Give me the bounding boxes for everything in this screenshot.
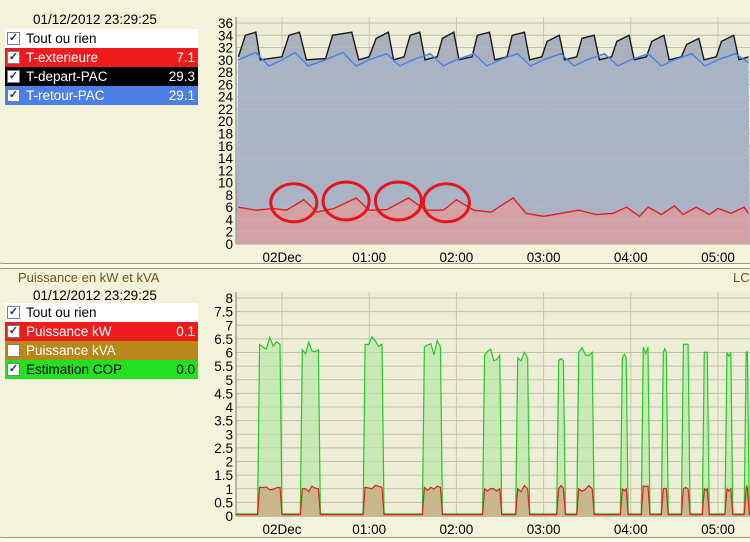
area-t-retour [236,52,750,244]
y-tick-label: 6 [225,346,233,361]
y-tick-label: 7 [225,318,233,333]
legend-item-tout-ou-rien[interactable]: ✓ Tout ou rien [5,29,198,48]
y-tick-label: 32 [218,41,233,56]
x-tick-label: 05:00 [701,250,735,265]
y-tick-label: 30 [218,53,233,68]
y-tick-label: 16 [218,139,233,154]
y-tick-label: 14 [218,151,234,166]
annotation-circle [373,180,423,222]
series-label: Puissance kW [26,324,112,339]
series-label: T-retour-PAC [26,88,105,103]
y-tick-label: 20 [218,114,233,129]
series-value: 29.1 [168,88,195,103]
area-puissance-kw [236,485,750,516]
series-value: 0.1 [176,324,195,339]
series-checkbox[interactable]: ✓ [7,89,20,102]
x-tick-label: 01:00 [352,522,386,537]
x-tick-label: 04:00 [614,522,648,537]
x-tick-label: 02Dec [262,250,301,265]
y-tick-label: 8 [225,291,233,306]
series-checkbox[interactable]: ✓ [7,51,20,64]
y-tick-label: 6.5 [214,332,233,347]
series-label: Estimation COP [26,362,123,377]
legend-item-estimation-cop[interactable]: ✓ Estimation COP 0.0 [5,360,198,379]
y-tick-label: 5 [225,373,233,388]
power-panel-right-label: LC [733,270,750,285]
x-tick-label: 02:00 [440,522,474,537]
y-tick-label: 0 [225,509,233,524]
series-checkbox[interactable]: ✓ [7,70,20,83]
legend-item-t-exterieure[interactable]: ✓ T-exterieure 7.1 [5,48,198,67]
area-t-exterieure [236,197,750,244]
y-tick-label: 1 [225,482,233,497]
y-tick-label: 0.5 [214,495,233,510]
timestamp-bottom: 01/12/2012 23:29:25 [33,288,157,303]
y-tick-label: 10 [218,176,233,191]
y-tick-label: 1.5 [214,468,233,483]
series-value: 7.1 [176,50,195,65]
y-tick-label: 22 [218,102,233,117]
legend-item-tout-ou-rien[interactable]: ✓ Tout ou rien [5,303,198,322]
y-tick-label: 6 [225,200,233,215]
series-checkbox[interactable] [7,344,20,357]
series-checkbox[interactable]: ✓ [7,32,20,45]
x-tick-label: 03:00 [527,522,561,537]
series-line-estimation-cop [236,335,750,515]
area-estimation-cop [236,336,750,516]
y-tick-label: 0 [225,237,233,252]
legend-item-t-depart-pac[interactable]: ✓ T-depart-PAC 29.3 [5,67,198,86]
series-checkbox[interactable]: ✓ [7,306,20,319]
x-tick-label: 02Dec [262,522,301,537]
y-tick-label: 24 [218,90,234,105]
annotation-circle [421,182,471,224]
y-tick-label: 12 [218,163,233,178]
power-panel-title: Puissance en kW et kVA [18,270,160,285]
timestamp-top: 01/12/2012 23:29:25 [33,12,157,27]
y-tick-label: 2 [225,225,233,240]
x-tick-label: 05:00 [701,522,735,537]
x-tick-label: 03:00 [527,250,561,265]
x-tick-label: 01:00 [352,250,386,265]
y-tick-label: 3 [225,427,233,442]
y-tick-label: 28 [218,65,233,80]
x-tick-label: 02:00 [440,250,474,265]
y-tick-label: 7.5 [214,305,233,320]
series-label: Puissance kVA [26,343,116,358]
power-chart: 00.511.522.533.544.555.566.577.58 02Dec 01… [214,291,750,537]
annotation-circle [321,180,371,222]
y-tick-label: 8 [225,188,233,203]
series-value: 29.3 [168,69,195,84]
y-tick-label: 2.5 [214,441,233,456]
y-tick-label: 4 [225,212,233,227]
series-label: T-depart-PAC [26,69,108,84]
y-tick-label: 34 [218,28,234,43]
y-tick-label: 4 [225,400,233,415]
y-tick-label: 26 [218,77,233,92]
y-tick-label: 18 [218,127,233,142]
series-checkbox[interactable]: ✓ [7,363,20,376]
series-label: T-exterieure [26,50,99,65]
legend-item-puissance-kw[interactable]: ✓ Puissance kW 0.1 [5,322,198,341]
series-label: Tout ou rien [26,305,97,320]
annotation-circle [269,182,319,224]
y-tick-label: 36 [218,16,233,31]
y-tick-label: 2 [225,455,233,470]
y-tick-label: 3.5 [214,414,233,429]
legend-item-puissance-kva[interactable]: Puissance kVA [5,341,198,360]
legend-item-t-retour-pac[interactable]: ✓ T-retour-PAC 29.1 [5,86,198,105]
series-line-t-exterieure [238,197,750,218]
legend-power: ✓ Tout ou rien ✓ Puissance kW 0.1 Puissance k… [5,303,198,379]
series-line-puissance-kw [236,484,750,516]
legend-temperature: ✓ Tout ou rien ✓ T-exterieure 7.1 ✓ T-depart-P… [5,29,198,105]
series-checkbox[interactable]: ✓ [7,325,20,338]
series-label: Tout ou rien [26,31,97,46]
y-tick-label: 5.5 [214,359,233,374]
series-line-t-retour-pac [238,51,749,67]
y-tick-label: 4.5 [214,386,233,401]
x-tick-label: 04:00 [614,250,648,265]
series-value: 0.0 [176,362,195,377]
